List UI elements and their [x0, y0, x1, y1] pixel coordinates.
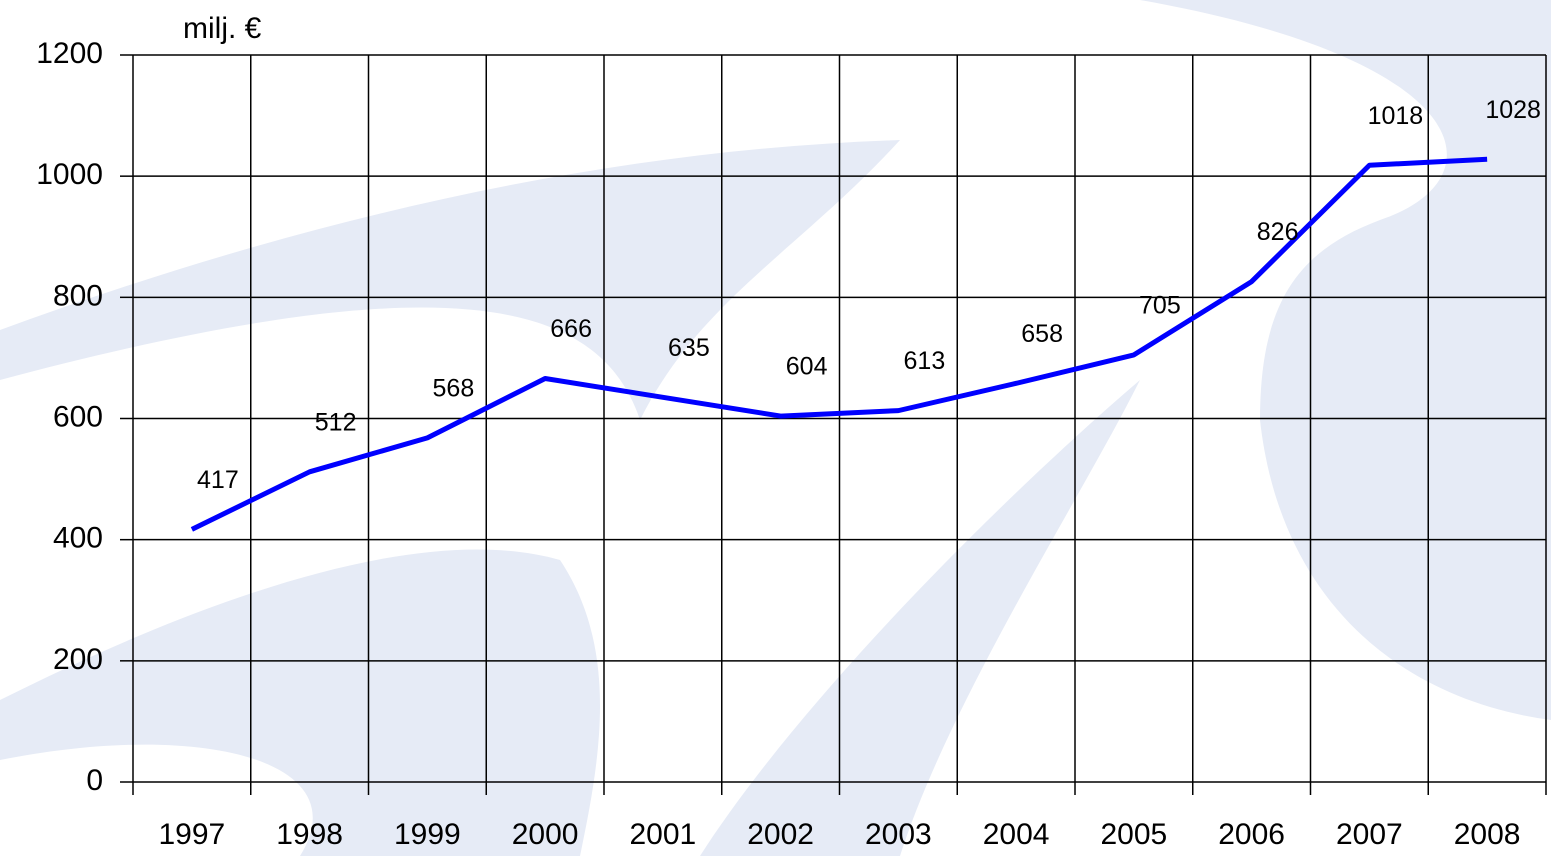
x-tick-label: 2006	[1218, 818, 1285, 851]
data-label: 512	[315, 408, 357, 436]
x-tick-label: 1998	[276, 818, 343, 851]
x-tick-label: 1999	[394, 818, 461, 851]
x-tick-label: 2008	[1454, 818, 1521, 851]
y-axis-label: milj. €	[183, 12, 262, 45]
y-tick-label: 400	[53, 522, 103, 555]
y-tick-label: 200	[53, 643, 103, 676]
data-label: 417	[197, 466, 239, 494]
x-tick-label: 2005	[1101, 818, 1168, 851]
data-label: 568	[433, 374, 475, 402]
x-tick-label: 1997	[159, 818, 226, 851]
data-label: 666	[550, 315, 592, 343]
y-tick-label: 1200	[36, 37, 103, 70]
y-tick-label: 600	[53, 400, 103, 433]
x-tick-label: 2004	[983, 818, 1050, 851]
data-label: 613	[904, 347, 946, 375]
x-tick-label: 2001	[630, 818, 697, 851]
data-label: 635	[668, 334, 710, 362]
data-label: 658	[1021, 320, 1063, 348]
data-label: 826	[1257, 218, 1299, 246]
x-tick-label: 2003	[865, 818, 932, 851]
data-label: 1018	[1368, 102, 1424, 130]
data-label: 1028	[1485, 96, 1541, 124]
y-tick-label: 800	[53, 279, 103, 312]
y-tick-label: 1000	[36, 158, 103, 191]
x-tick-label: 2002	[747, 818, 814, 851]
x-tick-label: 2007	[1336, 818, 1403, 851]
data-label: 604	[786, 353, 828, 381]
line-series	[190, 156, 1488, 532]
data-label: 705	[1139, 291, 1181, 319]
x-tick-label: 2000	[512, 818, 579, 851]
y-tick-label: 0	[86, 764, 103, 797]
